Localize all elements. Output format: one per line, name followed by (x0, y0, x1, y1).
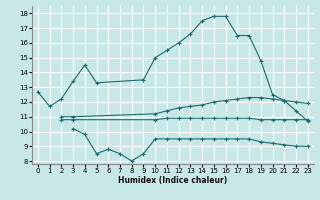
X-axis label: Humidex (Indice chaleur): Humidex (Indice chaleur) (118, 176, 228, 185)
